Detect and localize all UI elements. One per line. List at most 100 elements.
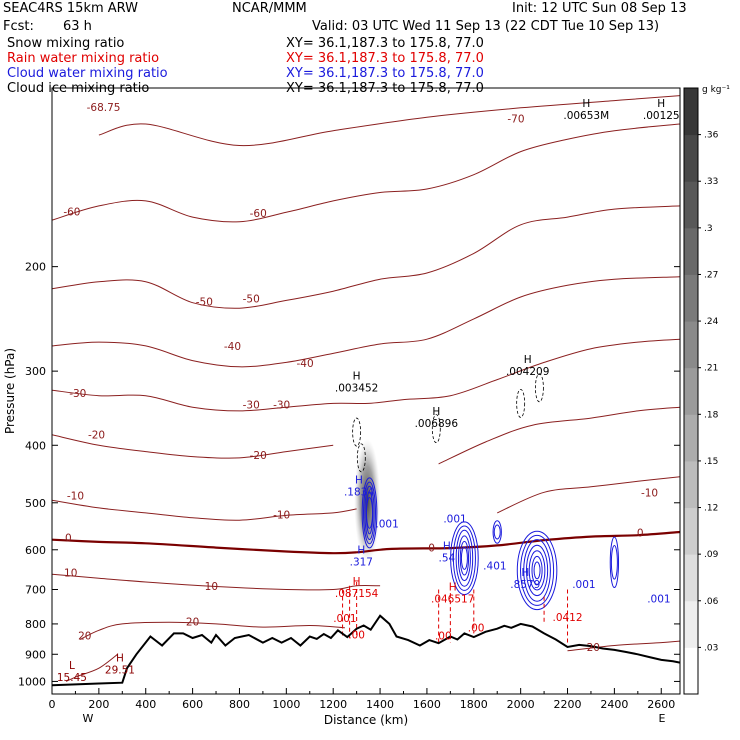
cloud-water-contour bbox=[457, 535, 471, 582]
colorbar-segment bbox=[684, 227, 698, 275]
colorbar-tick-label: .33 bbox=[704, 177, 718, 187]
temperature-label: -50 bbox=[243, 293, 260, 305]
x-tick-label: 1200 bbox=[319, 698, 347, 711]
cloud-water-contour bbox=[523, 539, 551, 602]
colorbar-tick-label: .03 bbox=[704, 643, 718, 653]
colorbar-segment bbox=[684, 274, 698, 322]
y-tick-label: 900 bbox=[25, 648, 46, 661]
cloud-water-contour bbox=[609, 536, 620, 589]
cloud-ice-contour bbox=[516, 388, 526, 418]
temperature-contour bbox=[497, 476, 680, 514]
temperature-label: 0 bbox=[428, 542, 435, 554]
field-name-rain: Rain water mixing ratio bbox=[7, 51, 160, 66]
temperature-contour bbox=[98, 95, 680, 147]
cloud-water-contour bbox=[361, 477, 378, 549]
temperature-contour bbox=[438, 406, 680, 465]
colorbar-tick-label: .15 bbox=[704, 457, 718, 467]
init-time: Init: 12 UTC Sun 08 Sep 13 bbox=[512, 1, 687, 16]
cloud-water-contour bbox=[516, 530, 558, 611]
terrain-line bbox=[52, 614, 680, 687]
extremum-value: .046517 bbox=[431, 593, 474, 605]
x-tick-label: 400 bbox=[135, 698, 156, 711]
colorbar-tick-label: .12 bbox=[704, 504, 718, 514]
cloud-water-contour bbox=[525, 544, 549, 597]
y-tick-label: 400 bbox=[25, 439, 46, 452]
temperature-label: -10 bbox=[273, 509, 290, 521]
cloud-water-contour bbox=[450, 521, 479, 596]
forecast-hour: 63 h bbox=[63, 19, 92, 34]
colorbar-unit: g kg⁻¹ bbox=[702, 85, 730, 95]
west-end-label: W bbox=[83, 712, 94, 725]
extremum-marker: H bbox=[357, 545, 365, 557]
y-tick-label: 200 bbox=[25, 261, 46, 274]
x-tick-label: 1000 bbox=[272, 698, 300, 711]
temperature-label: -70 bbox=[507, 113, 524, 125]
temperature-label: 10 bbox=[205, 581, 218, 593]
colorbar-tick-label: .18 bbox=[704, 410, 719, 420]
x-tick-label: 800 bbox=[229, 698, 250, 711]
temperature-contour bbox=[52, 434, 334, 459]
extremum-value: 29.51 bbox=[105, 665, 135, 677]
colorbar-tick-label: .09 bbox=[704, 550, 719, 560]
extremum-value: .8579 bbox=[510, 579, 540, 591]
extremum-marker: H bbox=[521, 567, 529, 579]
cloud-water-contour bbox=[610, 545, 618, 580]
x-tick-label: 200 bbox=[88, 698, 109, 711]
cloud-ice-contour bbox=[535, 373, 544, 403]
colorbar-segment bbox=[684, 414, 698, 462]
field-xy-rain: XY= 36.1,187.3 to 175.8, 77.0 bbox=[286, 51, 484, 66]
colorbar-segment bbox=[684, 554, 698, 602]
temperature-label: -40 bbox=[296, 358, 313, 370]
temperature-contour bbox=[567, 640, 680, 652]
temperature-label: 0 bbox=[637, 527, 644, 539]
field-xy-snow: XY= 36.1,187.3 to 175.8, 77.0 bbox=[286, 36, 484, 51]
colorbar-segment bbox=[684, 647, 698, 695]
extremum-value: .00 bbox=[435, 630, 452, 642]
temperature-label: -68.75 bbox=[87, 102, 121, 114]
field-name-snow: Snow mixing ratio bbox=[7, 36, 125, 51]
field-xy-cloud-water: XY= 36.1,187.3 to 175.8, 77.0 bbox=[286, 66, 484, 81]
cloud-water-contour bbox=[452, 525, 476, 591]
extremum-value: .317 bbox=[350, 557, 373, 569]
extremum-value: .001 bbox=[572, 579, 595, 591]
cloud-water-contour bbox=[364, 485, 375, 540]
x-tick-label: 2000 bbox=[507, 698, 535, 711]
temperature-contour bbox=[52, 276, 680, 368]
colorbar-segment bbox=[684, 321, 698, 369]
temperature-label: -10 bbox=[641, 487, 658, 499]
cloud-ice-contour bbox=[352, 417, 362, 447]
extremum-marker: H bbox=[432, 406, 440, 418]
temperature-label: 20 bbox=[186, 616, 199, 628]
cloud-ice-contour bbox=[431, 414, 441, 444]
extremum-value: .00 bbox=[468, 623, 485, 635]
y-tick-label: 300 bbox=[25, 365, 46, 378]
colorbar-segment bbox=[684, 181, 698, 229]
extremum-value: .00 bbox=[348, 629, 365, 641]
extremum-value: .001 bbox=[443, 514, 466, 526]
extremum-value: .401 bbox=[483, 561, 506, 573]
cloud-water-contour bbox=[528, 550, 546, 591]
x-axis-title: Distance (km) bbox=[324, 713, 408, 727]
y-tick-label: 700 bbox=[25, 584, 46, 597]
cloud-ice-contour bbox=[356, 443, 366, 473]
temperature-contour bbox=[52, 530, 680, 555]
temperature-contour bbox=[79, 621, 345, 640]
cloud-water-contour bbox=[363, 481, 376, 545]
temperature-label: 0 bbox=[65, 532, 72, 544]
temperature-contour bbox=[52, 499, 357, 521]
extremum-marker: H bbox=[582, 98, 590, 110]
y-tick-label: 600 bbox=[25, 544, 46, 557]
extremum-value: .004209 bbox=[506, 366, 549, 378]
colorbar-frame bbox=[683, 87, 699, 695]
temperature-label: 20 bbox=[587, 642, 600, 654]
extremum-marker: H bbox=[355, 474, 363, 486]
x-tick-label: 2400 bbox=[600, 698, 628, 711]
colorbar-segment bbox=[684, 600, 698, 648]
temperature-contour bbox=[52, 205, 680, 309]
x-tick-label: 600 bbox=[182, 698, 203, 711]
extremum-value: .00653M bbox=[563, 110, 609, 122]
temperature-contour bbox=[52, 573, 381, 591]
extremum-value: .087154 bbox=[335, 588, 379, 600]
